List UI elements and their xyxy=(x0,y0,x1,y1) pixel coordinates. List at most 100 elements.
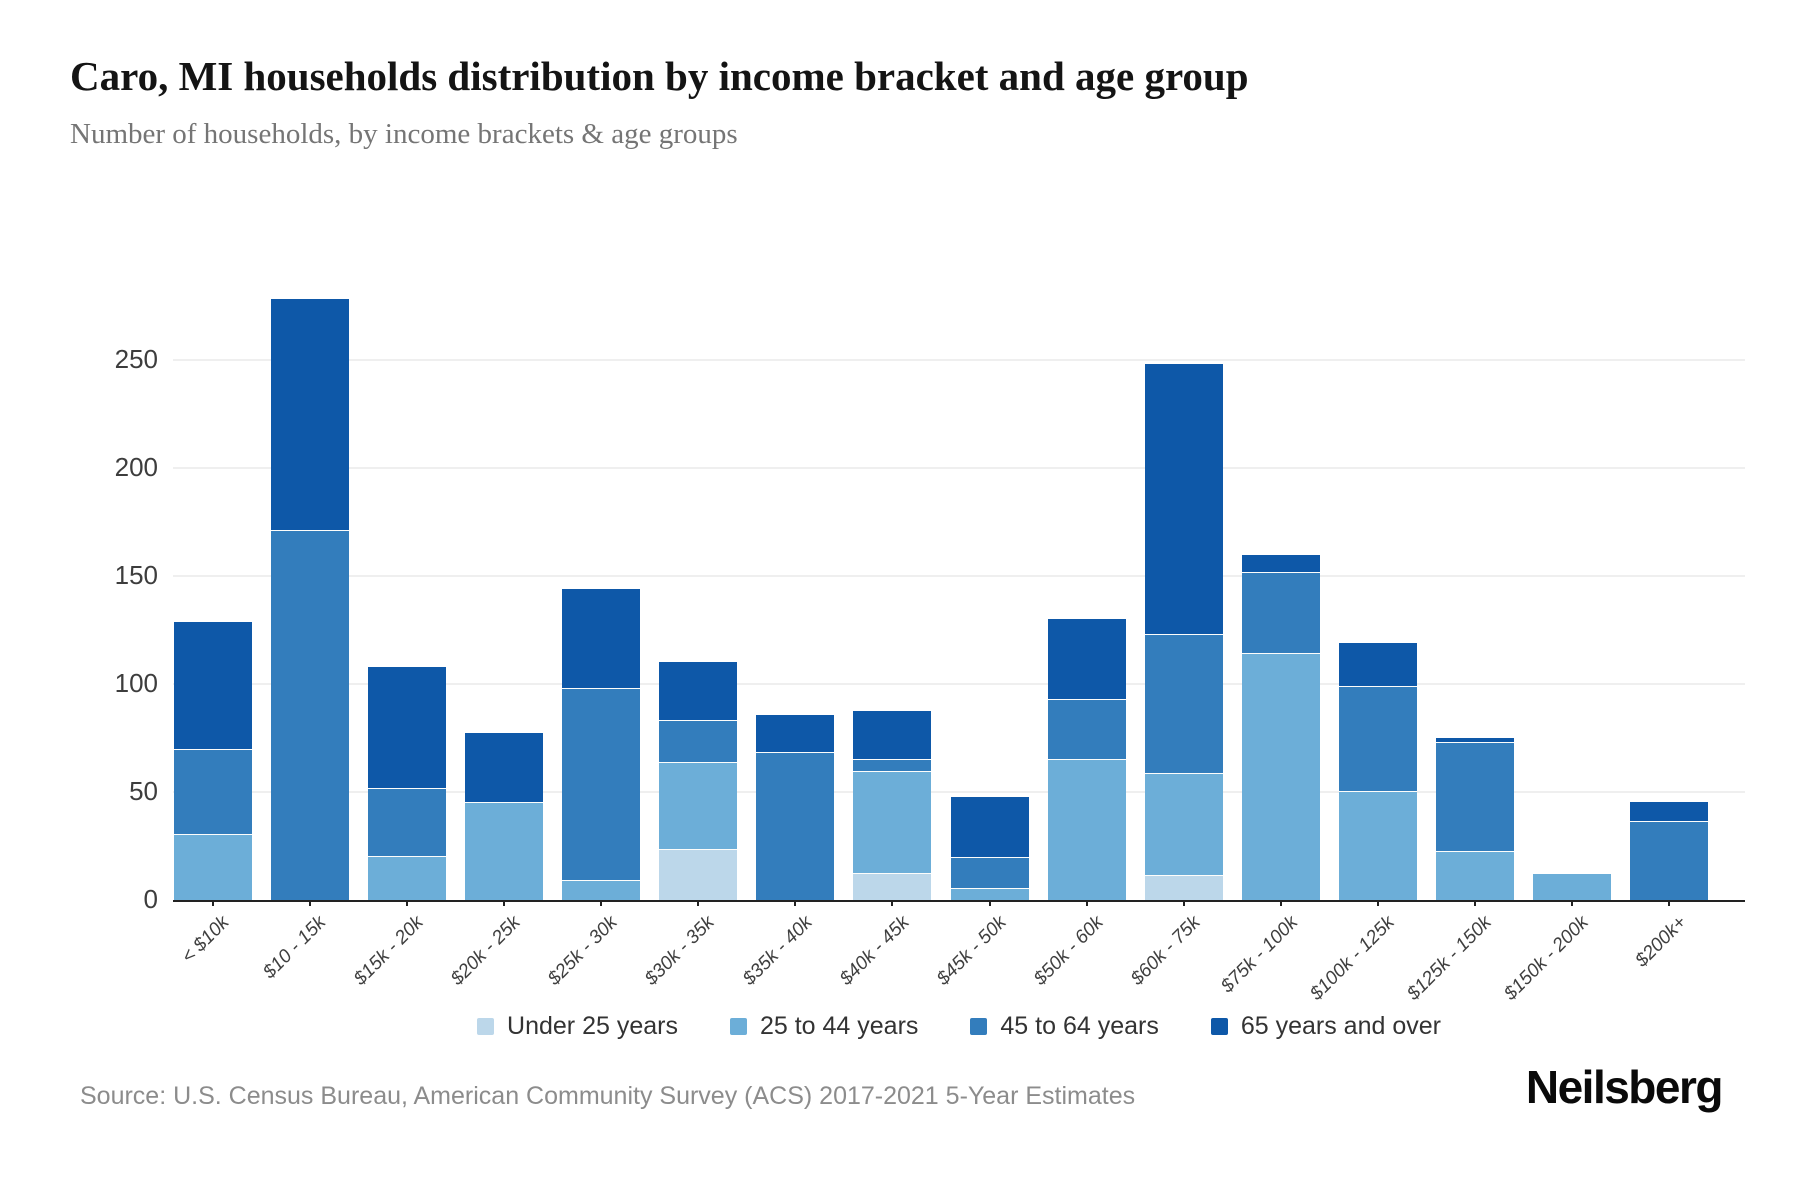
bar-segment[interactable] xyxy=(1241,571,1320,653)
bar-segment[interactable] xyxy=(367,855,446,900)
bar-20k-25k[interactable] xyxy=(464,732,543,900)
gridline-150 xyxy=(173,575,1745,577)
x-axis-tick xyxy=(988,900,991,906)
bar-25k-30k[interactable] xyxy=(562,589,641,900)
bar-segment[interactable] xyxy=(950,888,1029,900)
legend-label: 65 years and over xyxy=(1240,1012,1441,1040)
x-axis-label-wrap: $200k+ xyxy=(1455,912,1690,971)
chart-title: Caro, MI households distribution by inco… xyxy=(70,53,1249,99)
bar-segment[interactable] xyxy=(659,761,738,850)
bar-60k-75k[interactable] xyxy=(1144,363,1223,900)
bar-10k[interactable] xyxy=(173,621,252,900)
bar-segment[interactable] xyxy=(1047,758,1126,900)
bar-segment[interactable] xyxy=(950,856,1029,889)
y-axis-label-200: 200 xyxy=(114,452,158,482)
bar-segment[interactable] xyxy=(562,879,641,900)
bar-segment[interactable] xyxy=(659,849,738,900)
bar-segment[interactable] xyxy=(1047,699,1126,759)
bar-segment[interactable] xyxy=(1144,363,1223,634)
bar-segment[interactable] xyxy=(1339,686,1418,791)
bar-segment[interactable] xyxy=(853,758,932,771)
legend: Under 25 years 25 to 44 years 45 to 64 yea… xyxy=(173,1012,1745,1041)
bar-segment[interactable] xyxy=(1436,742,1515,852)
y-axis-label-0: 0 xyxy=(143,884,158,914)
bar-segment[interactable] xyxy=(464,732,543,802)
bar-segment[interactable] xyxy=(173,621,252,749)
x-axis-tick xyxy=(697,900,700,906)
x-axis-tick xyxy=(1668,900,1671,906)
legend-label: 25 to 44 years xyxy=(759,1012,919,1040)
bar-segment[interactable] xyxy=(1630,821,1709,900)
bar-segment[interactable] xyxy=(1144,772,1223,876)
bar-segment[interactable] xyxy=(659,661,738,720)
x-axis-tick xyxy=(308,900,311,906)
bar-125k-150k[interactable] xyxy=(1436,738,1515,900)
gridline-200 xyxy=(173,467,1745,469)
bar-150k-200k[interactable] xyxy=(1533,874,1612,900)
bar-segment[interactable] xyxy=(756,752,835,900)
y-axis-label-50: 50 xyxy=(129,776,158,806)
y-axis-label-100: 100 xyxy=(114,668,158,698)
bar-segment[interactable] xyxy=(853,770,932,874)
neilsberg-logo: Neilsberg xyxy=(1525,1061,1724,1113)
bar-segment[interactable] xyxy=(1144,875,1223,900)
bar-40k-45k[interactable] xyxy=(853,711,932,900)
bar-15k-20k[interactable] xyxy=(367,666,446,900)
bar-segment[interactable] xyxy=(367,787,446,856)
x-axis-label: $200k+ xyxy=(1630,912,1691,972)
bar-segment[interactable] xyxy=(950,796,1029,857)
x-axis-tick xyxy=(1279,900,1282,906)
bar-10-15k[interactable] xyxy=(270,298,349,900)
x-axis-tick xyxy=(1571,900,1574,906)
legend-item-65-years-and-over[interactable]: 65 years and over xyxy=(1210,1012,1441,1041)
x-axis-tick xyxy=(794,900,797,906)
bar-segment[interactable] xyxy=(1241,554,1320,572)
bar-segment[interactable] xyxy=(853,711,932,759)
x-axis-tick xyxy=(502,900,505,906)
bar-segment[interactable] xyxy=(1339,643,1418,687)
x-axis-line xyxy=(173,900,1745,902)
legend-swatch xyxy=(1210,1018,1228,1035)
x-axis-tick xyxy=(1474,900,1477,906)
bar-segment[interactable] xyxy=(270,529,349,900)
bar-segment[interactable] xyxy=(853,873,932,900)
legend-item-45-to-64-years[interactable]: 45 to 64 years xyxy=(970,1012,1159,1041)
bar-segment[interactable] xyxy=(562,589,641,689)
bar-segment[interactable] xyxy=(464,801,543,900)
bar-segment[interactable] xyxy=(1436,738,1515,743)
bar-segment[interactable] xyxy=(562,688,641,880)
bar-30k-35k[interactable] xyxy=(659,661,738,900)
bar-segment[interactable] xyxy=(1630,801,1709,822)
bar-45k-50k[interactable] xyxy=(950,796,1029,900)
y-axis-label-250: 250 xyxy=(114,344,158,374)
bar-100k-125k[interactable] xyxy=(1339,643,1418,900)
bar-segment[interactable] xyxy=(1339,791,1418,900)
bar-segment[interactable] xyxy=(1533,874,1612,900)
bar-segment[interactable] xyxy=(1144,633,1223,773)
x-axis-tick xyxy=(211,900,214,906)
bar-segment[interactable] xyxy=(756,715,835,753)
bar-segment[interactable] xyxy=(1241,652,1320,900)
plot-area: 0 50 100 150 200 250 < $10k $10 - 15k $15k - 20k… xyxy=(115,240,1745,1005)
gridline-100 xyxy=(173,683,1745,685)
bar-200k+[interactable] xyxy=(1630,801,1709,900)
bar-segment[interactable] xyxy=(270,298,349,530)
chart-subtitle: Number of households, by income brackets… xyxy=(70,118,738,150)
bar-segment[interactable] xyxy=(173,748,252,835)
bar-segment[interactable] xyxy=(367,666,446,788)
legend-swatch xyxy=(970,1018,988,1035)
legend-item-under-25-years[interactable]: Under 25 years xyxy=(477,1012,678,1041)
legend-item-25-to-44-years[interactable]: 25 to 44 years xyxy=(729,1012,919,1041)
bar-segment[interactable] xyxy=(1047,619,1126,700)
legend-label: 45 to 64 years xyxy=(1000,1012,1159,1040)
legend-swatch xyxy=(477,1018,495,1035)
bar-segment[interactable] xyxy=(659,719,738,762)
x-axis-tick xyxy=(1085,900,1088,906)
bar-segment[interactable] xyxy=(1436,851,1515,900)
bar-35k-40k[interactable] xyxy=(756,715,835,900)
bar-50k-60k[interactable] xyxy=(1047,619,1126,900)
x-axis-tick xyxy=(405,900,408,906)
bar-75k-100k[interactable] xyxy=(1241,554,1320,900)
bar-segment[interactable] xyxy=(173,834,252,900)
legend-swatch xyxy=(729,1018,747,1035)
